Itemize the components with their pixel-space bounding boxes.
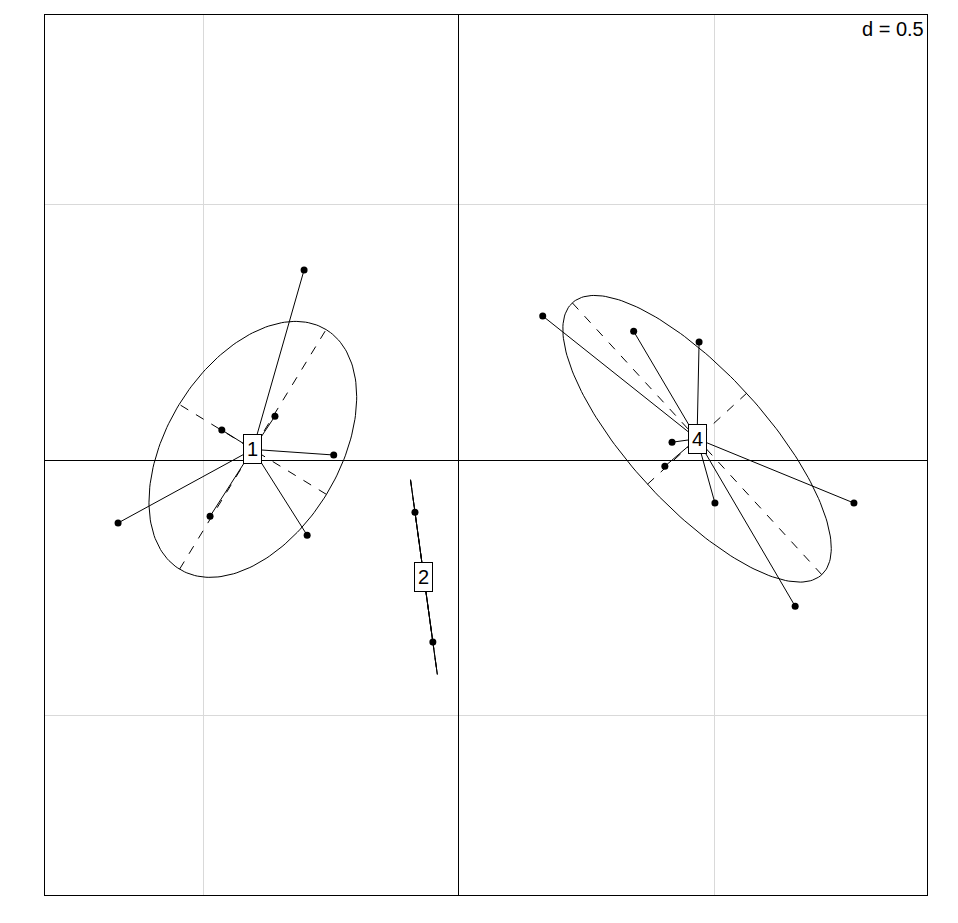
svg-text:1: 1 <box>247 438 258 460</box>
svg-text:4: 4 <box>692 428 703 450</box>
svg-text:2: 2 <box>418 566 429 588</box>
svg-text:d = 0.5: d = 0.5 <box>862 18 924 40</box>
